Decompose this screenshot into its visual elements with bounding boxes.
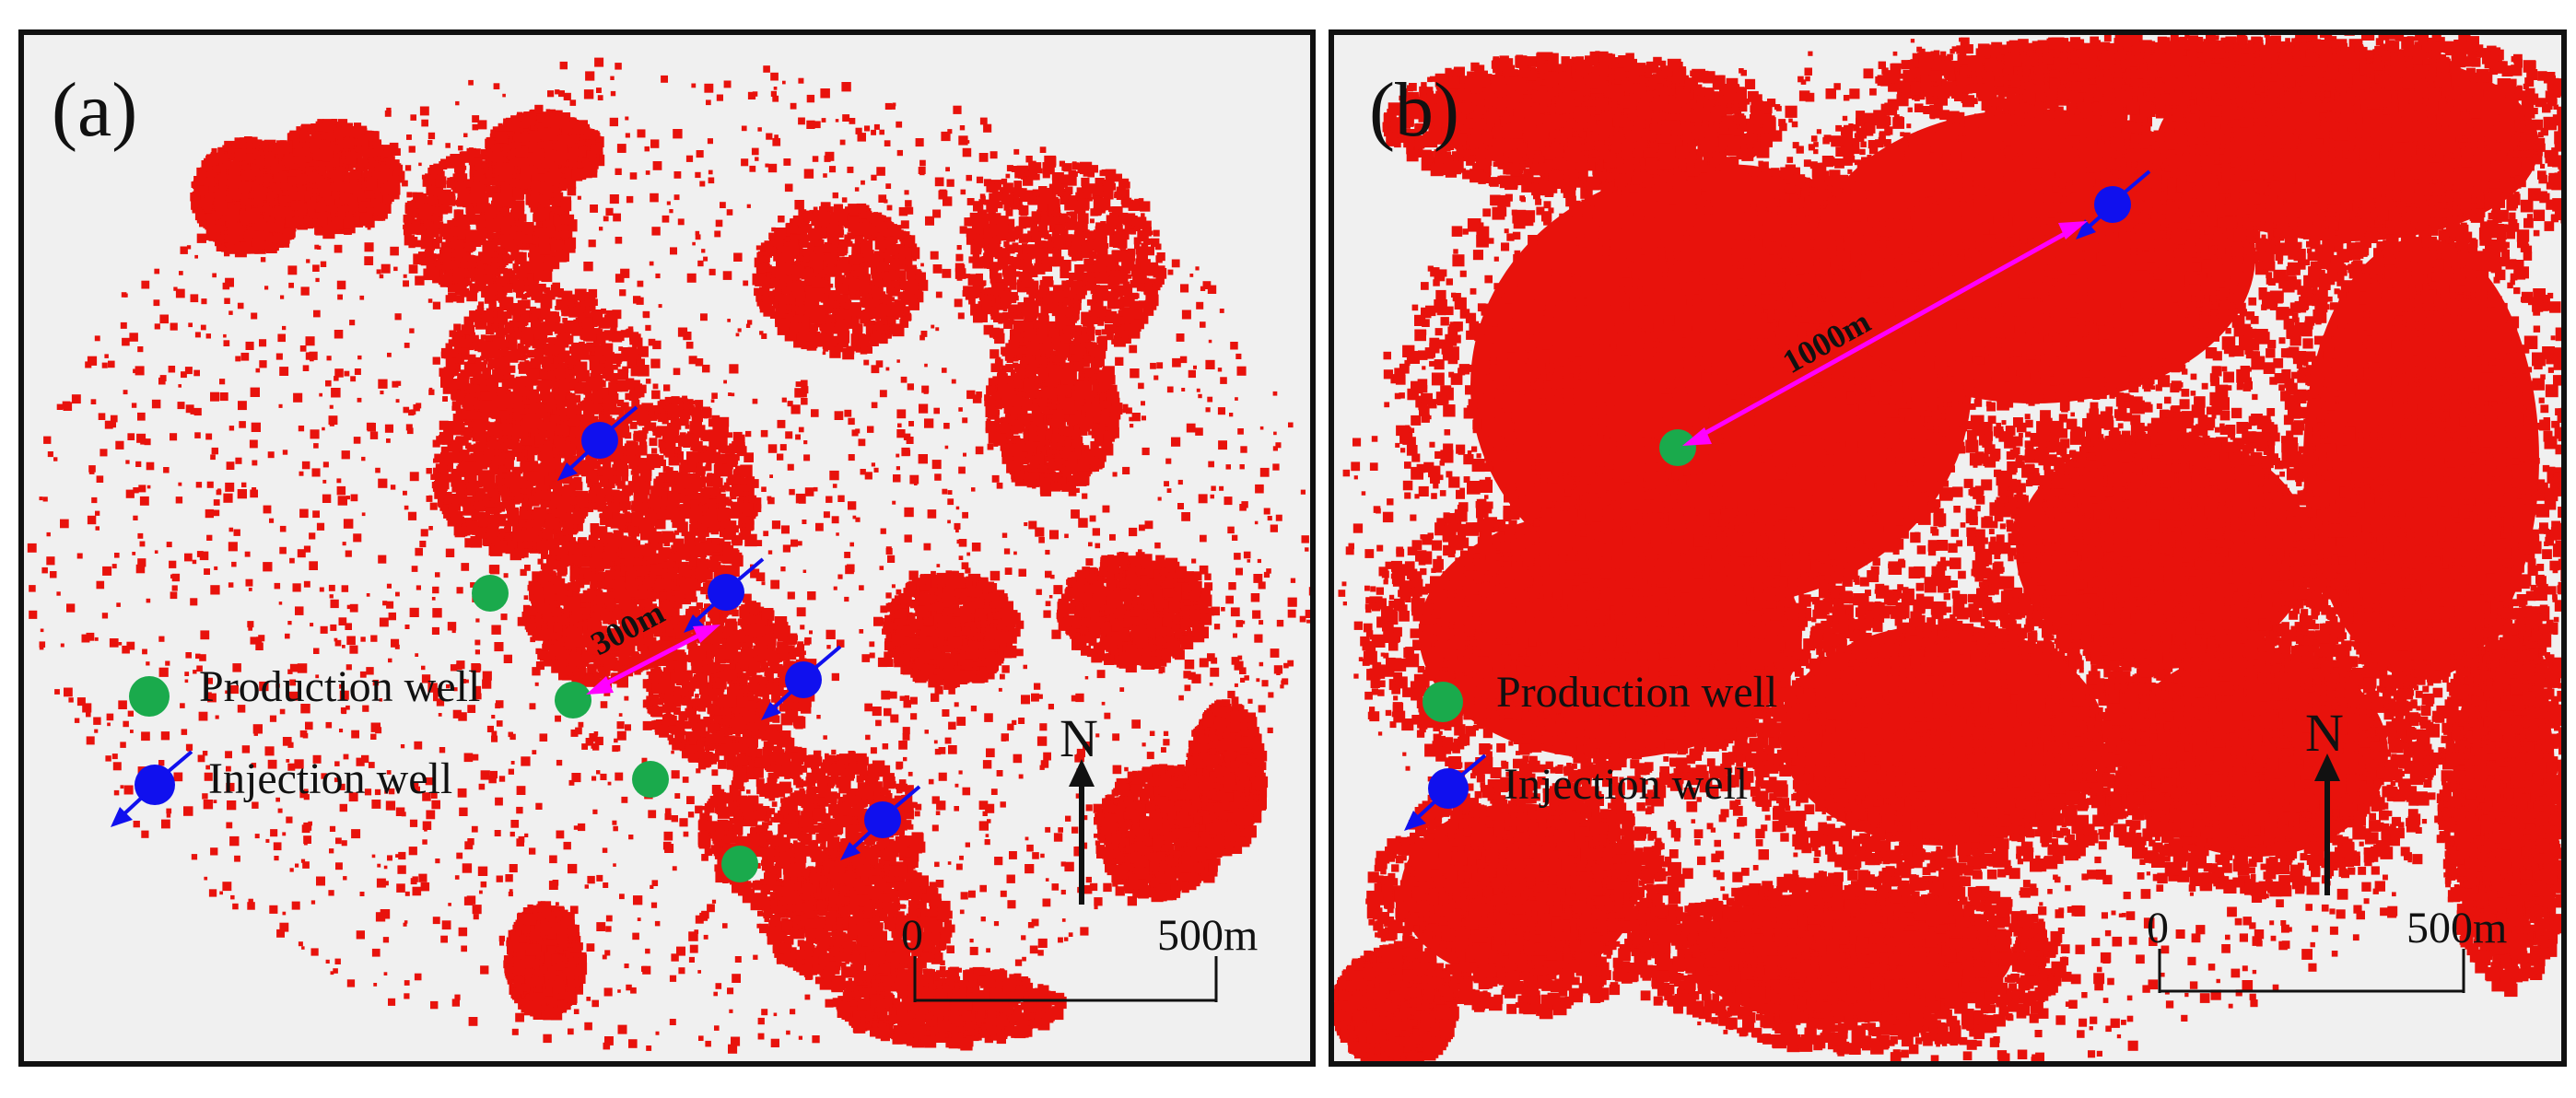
reservoir-distribution-b (1334, 35, 2561, 1061)
injection-well (761, 645, 842, 720)
scale-end-label: 500m (1157, 910, 1258, 961)
north-arrow (1069, 759, 1095, 905)
production-well (1659, 429, 1696, 466)
scale-end-label: 500m (2406, 903, 2507, 953)
north-arrow (2314, 753, 2340, 895)
scale-bar (2158, 949, 2465, 993)
scale-zero-label: 0 (901, 910, 923, 961)
panel-letter: (b) (1369, 72, 1459, 149)
injection-well (2076, 169, 2151, 239)
production-well (555, 682, 591, 718)
legend-production-icon (129, 676, 170, 717)
production-well (721, 846, 758, 882)
scale-zero-label: 0 (2147, 903, 2169, 953)
legend-injection-icon (111, 750, 193, 827)
legend-symbols (1404, 682, 1487, 831)
scale-bar (913, 956, 1218, 1002)
legend-injection-label: Injection well (208, 753, 452, 804)
reservoir-distribution-a (27, 57, 1310, 1054)
legend-injection-label: Injection well (1504, 759, 1748, 810)
legend-injection-icon (1404, 753, 1487, 831)
north-label: N (2305, 702, 2344, 764)
wells-layer-a (472, 405, 921, 882)
north-label: N (1060, 707, 1098, 769)
injection-well (840, 785, 921, 860)
distance-arrow (586, 625, 720, 695)
legend-production-label: Production well (1496, 667, 1777, 718)
legend-production-icon (1423, 682, 1463, 722)
production-well (472, 575, 509, 612)
distance-arrow (1682, 221, 2088, 446)
map-panel-a: (a) Production well Injection well N 0 5… (18, 29, 1316, 1067)
injection-well (557, 405, 638, 481)
map-panel-b: (b) Production well Injection well N 0 5… (1329, 29, 2567, 1067)
reservoir-map-b (1334, 35, 2561, 1061)
panel-letter: (a) (52, 72, 137, 149)
wells-layer-b (1659, 169, 2151, 466)
production-well (632, 761, 669, 798)
legend-production-label: Production well (199, 661, 480, 712)
injection-well (684, 557, 765, 633)
legend-symbols (111, 676, 193, 827)
reservoir-map-a (27, 57, 1310, 1054)
